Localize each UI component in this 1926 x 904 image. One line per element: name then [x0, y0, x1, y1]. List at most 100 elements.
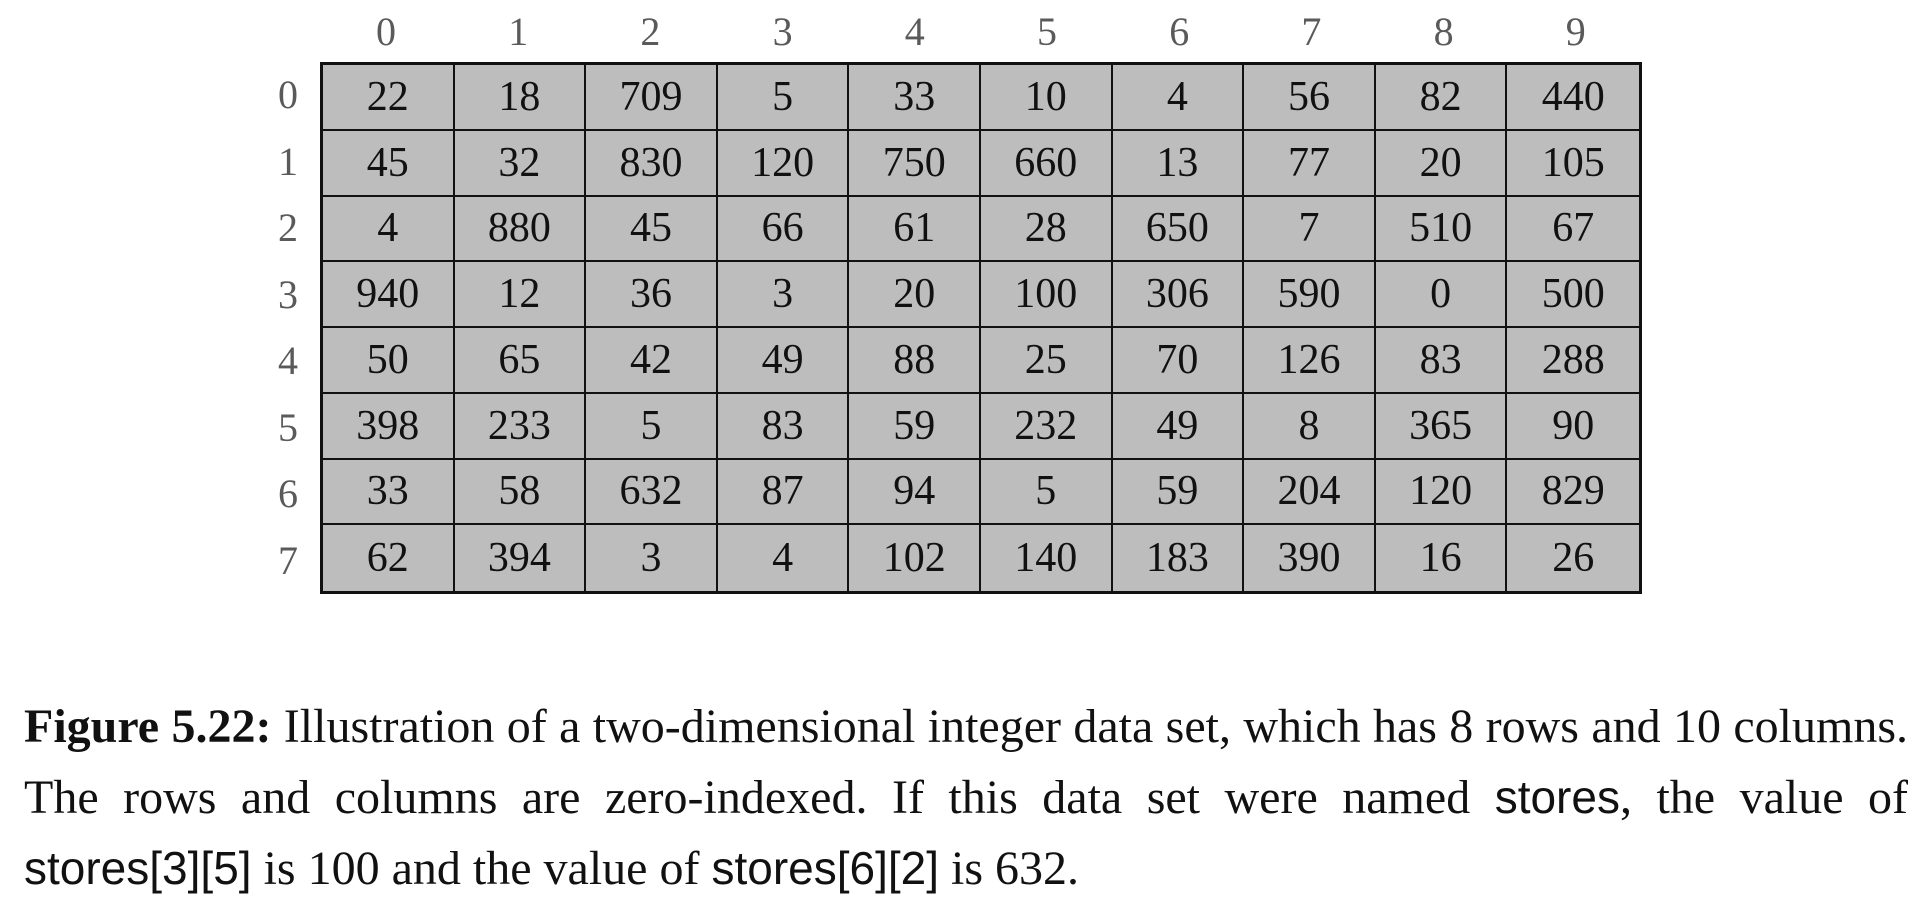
caption-code-example-1: stores[3][5] — [24, 842, 252, 894]
table-cell: 510 — [1375, 196, 1508, 263]
table-cell: 632 — [586, 459, 718, 526]
column-index-label: 3 — [772, 9, 793, 54]
table-cell: 306 — [1112, 262, 1245, 328]
table-cell: 500 — [1507, 262, 1639, 328]
table-cell: 50 — [323, 328, 455, 394]
column-index-label: 6 — [1169, 9, 1190, 54]
table-cell: 49 — [717, 328, 850, 394]
table-cell: 7 — [1244, 196, 1376, 263]
caption-text: , the value of — [1619, 771, 1908, 824]
table-cell: 88 — [849, 328, 981, 394]
table-cell: 18 — [454, 65, 587, 131]
caption-text: is 632. — [939, 842, 1080, 895]
table-cell: 394 — [454, 525, 587, 591]
table-cell: 62 — [323, 525, 455, 591]
row-index-label: 3 — [278, 271, 298, 317]
caption-label: Figure 5.22: — [24, 700, 272, 753]
table-cell: 233 — [454, 393, 587, 460]
table-cell: 45 — [586, 196, 718, 263]
table-cell: 83 — [1375, 328, 1508, 394]
table-cell: 25 — [981, 328, 1113, 394]
table-cell: 42 — [586, 328, 718, 394]
table-cell: 56 — [1244, 65, 1376, 131]
table-cell: 22 — [323, 65, 455, 131]
table-cell: 0 — [1375, 262, 1508, 328]
table-cell: 20 — [1375, 130, 1508, 197]
table-cell: 61 — [849, 196, 981, 263]
table-cell: 288 — [1507, 328, 1639, 394]
table-cell: 13 — [1112, 130, 1245, 197]
table-cell: 90 — [1507, 393, 1639, 460]
data-grid: 22 18 709 5 33 10 4 56 82 440 45 32 830 120 750 660 13 77… — [320, 62, 1642, 594]
table-cell: 100 — [981, 262, 1113, 328]
table-cell: 3 — [586, 525, 718, 591]
table-cell: 120 — [1375, 459, 1508, 526]
table-cell: 26 — [1507, 525, 1639, 591]
table-cell: 183 — [1112, 525, 1245, 591]
table-cell: 940 — [323, 262, 455, 328]
table-cell: 750 — [849, 130, 981, 197]
caption-code-dataset-name: stores — [1494, 771, 1620, 823]
table-cell: 94 — [849, 459, 981, 526]
row-index-label: 1 — [278, 138, 298, 184]
table-cell: 650 — [1112, 196, 1245, 263]
table-cell: 590 — [1244, 262, 1376, 328]
table-cell: 66 — [717, 196, 850, 263]
column-index-label: 7 — [1301, 9, 1322, 54]
column-index-label: 9 — [1565, 9, 1586, 54]
table-cell: 10 — [981, 65, 1113, 131]
table-cell: 59 — [1112, 459, 1245, 526]
table-cell: 709 — [586, 65, 718, 131]
column-index-label: 2 — [640, 9, 661, 54]
table-cell: 12 — [454, 262, 587, 328]
table-cell: 390 — [1244, 525, 1376, 591]
table-cell: 5 — [981, 459, 1113, 526]
table-cell: 232 — [981, 393, 1113, 460]
table-cell: 32 — [454, 130, 587, 197]
table-cell: 3 — [717, 262, 850, 328]
table-cell: 82 — [1375, 65, 1508, 131]
table-cell: 45 — [323, 130, 455, 197]
table-cell: 65 — [454, 328, 587, 394]
table-cell: 58 — [454, 459, 587, 526]
table-cell: 102 — [849, 525, 981, 591]
figure-caption: Figure 5.22: Illustration of a two-dimen… — [24, 692, 1908, 904]
table-cell: 126 — [1244, 328, 1376, 394]
table-cell: 398 — [323, 393, 455, 460]
table-cell: 660 — [981, 130, 1113, 197]
row-index-label: 6 — [278, 471, 298, 516]
table-cell: 33 — [849, 65, 981, 131]
table-cell: 120 — [717, 130, 850, 197]
column-index-label: 5 — [1037, 9, 1057, 54]
table-cell: 140 — [981, 525, 1113, 591]
table-cell: 8 — [1244, 393, 1376, 460]
table-cell: 28 — [981, 196, 1113, 263]
caption-text: is 100 and the value of — [251, 842, 712, 895]
table-cell: 20 — [849, 262, 981, 328]
table-cell: 4 — [717, 525, 850, 591]
caption-text: Illustration of a two-dimensional intege… — [24, 700, 1909, 824]
table-cell: 105 — [1507, 130, 1639, 197]
table-cell: 87 — [717, 459, 850, 526]
column-index-label: 8 — [1433, 9, 1454, 54]
table-cell: 49 — [1112, 393, 1245, 460]
table-cell: 70 — [1112, 328, 1245, 394]
table-cell: 365 — [1375, 393, 1508, 460]
table-cell: 33 — [323, 459, 455, 526]
caption-code-example-2: stores[6][2] — [711, 842, 940, 894]
table-cell: 4 — [1112, 65, 1245, 131]
table-cell: 440 — [1507, 65, 1639, 131]
table-cell: 830 — [586, 130, 718, 197]
column-index-label: 1 — [508, 9, 529, 54]
column-index-label: 4 — [904, 9, 925, 54]
table-cell: 5 — [717, 65, 850, 131]
table-cell: 67 — [1507, 196, 1639, 263]
table-cell: 16 — [1375, 525, 1508, 591]
table-cell: 880 — [454, 196, 587, 263]
table-cell: 59 — [849, 393, 981, 460]
table-cell: 4 — [323, 196, 455, 263]
row-index-label: 7 — [278, 537, 298, 583]
table-cell: 204 — [1244, 459, 1376, 526]
table-cell: 77 — [1244, 130, 1376, 197]
